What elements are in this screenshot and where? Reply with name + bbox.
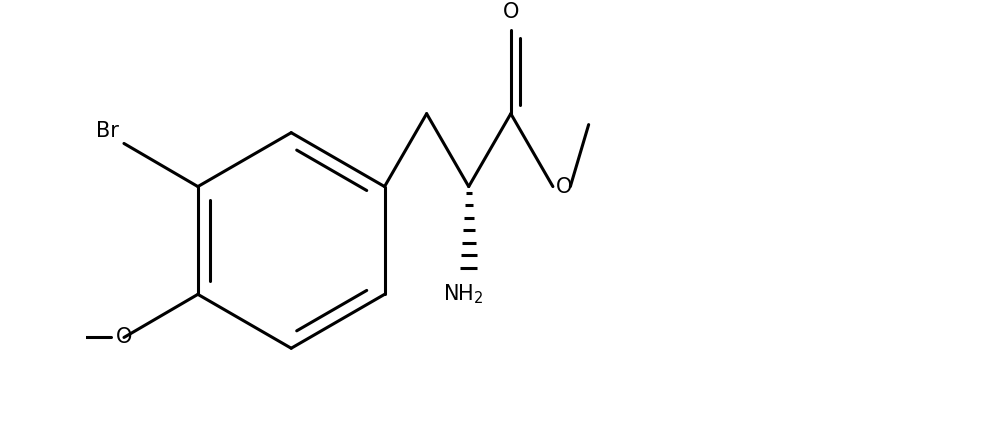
Text: O: O (116, 327, 132, 348)
Text: Br: Br (96, 122, 119, 141)
Text: NH$_2$: NH$_2$ (443, 282, 484, 306)
Text: O: O (556, 177, 572, 196)
Text: O: O (502, 2, 519, 22)
